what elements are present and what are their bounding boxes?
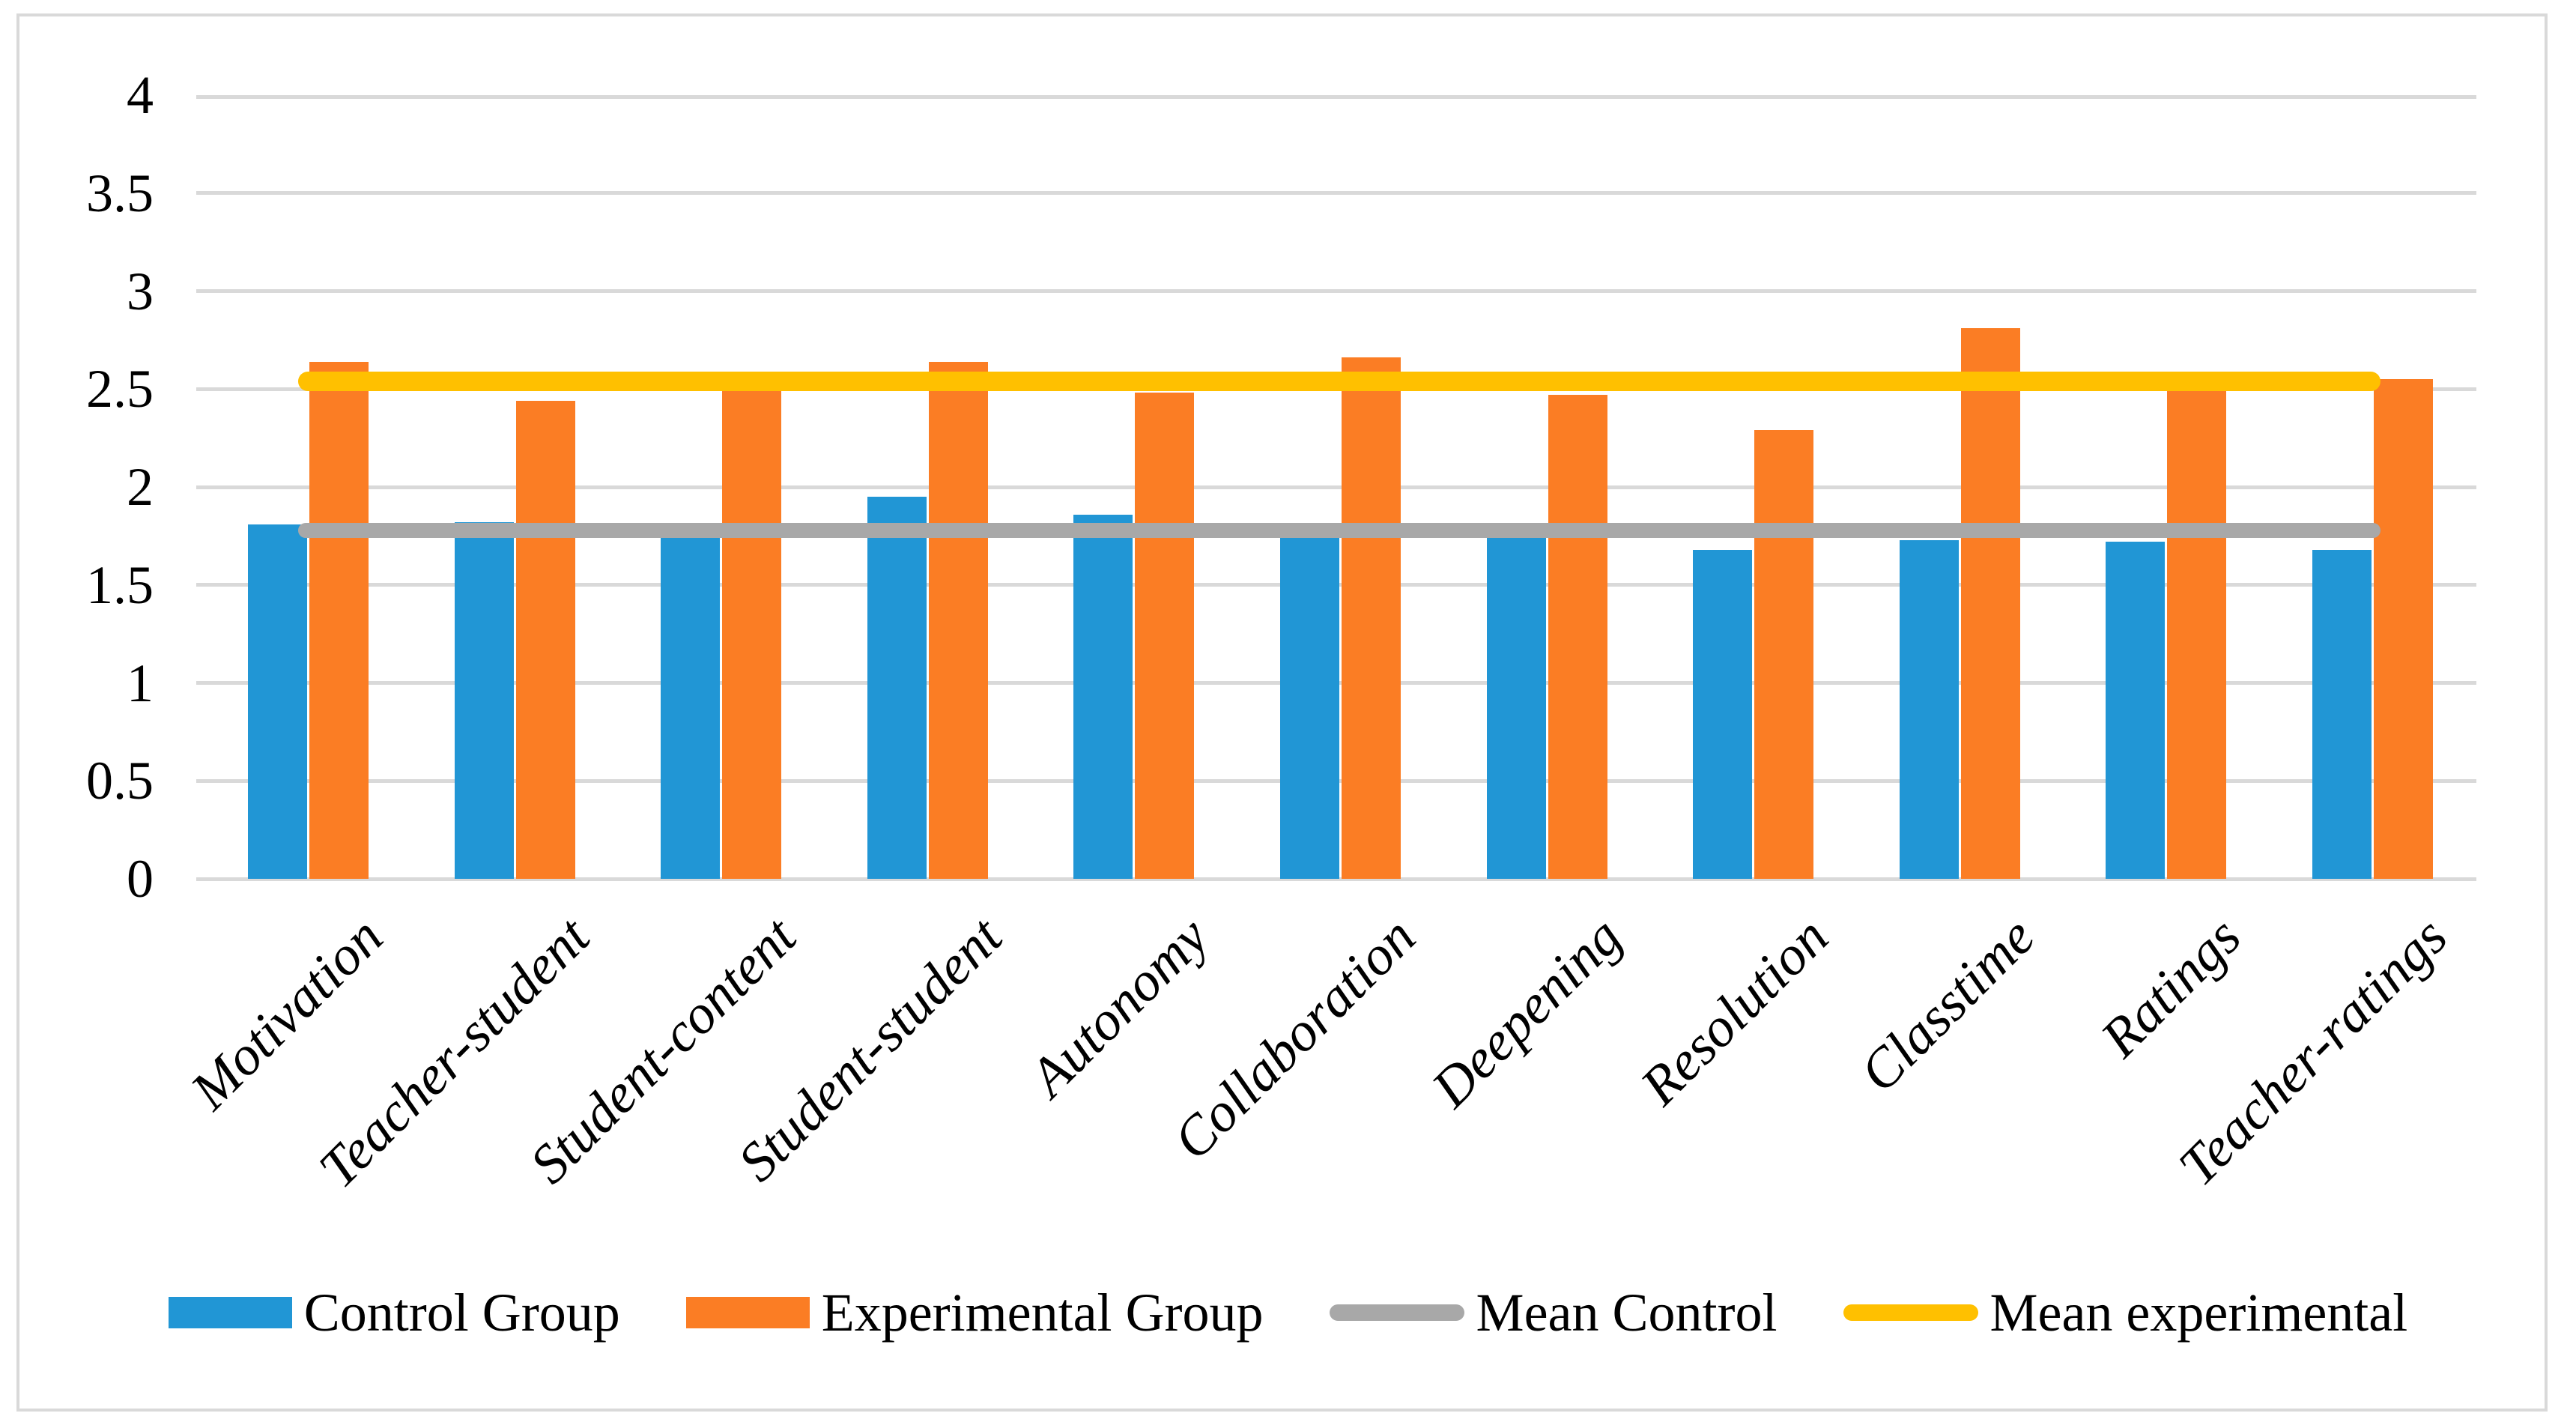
legend-label: Experimental Group [821, 1283, 1264, 1343]
y-tick-label-0: 0 [127, 849, 154, 909]
experimental-bar-collaboration [1342, 357, 1401, 879]
experimental-bar-student-student [928, 361, 988, 879]
legend-line-swatch-icon [1329, 1304, 1464, 1321]
experimental-bar-resolution [1754, 430, 1814, 879]
gridline-y-0 [196, 877, 2476, 881]
gridline-y-3.5 [196, 191, 2476, 196]
legend-label: Mean Control [1476, 1283, 1778, 1343]
experimental-bar-teacher-ratings [2374, 379, 2433, 879]
control-bar-autonomy [1073, 514, 1133, 879]
y-tick-label-3: 3 [127, 261, 154, 321]
plot-area [196, 95, 2476, 881]
control-bar-teacher-ratings [2312, 549, 2372, 879]
experimental-bar-autonomy [1135, 393, 1195, 879]
experimental-bar-deepening [1548, 395, 1607, 879]
chart-legend: Control Group Experimental Group Mean Cont… [0, 1272, 2576, 1353]
legend-item-mean-control: Mean Control [1329, 1283, 1778, 1343]
y-tick-label-2: 2 [127, 457, 154, 517]
legend-line-swatch-icon [1843, 1304, 1978, 1321]
experimental-bar-teacher-student [515, 400, 575, 879]
gridline-y-4 [196, 95, 2476, 99]
legend-item-mean-experimental: Mean experimental [1843, 1283, 2408, 1343]
legend-bar-swatch-icon [685, 1297, 810, 1328]
y-tick-label-1.5: 1.5 [86, 554, 154, 615]
legend-label: Control Group [303, 1283, 620, 1343]
y-tick-label-1: 1 [127, 653, 154, 713]
mean-control-line [298, 522, 2380, 538]
y-tick-label-0.5: 0.5 [86, 751, 154, 811]
control-bar-ratings [2106, 542, 2166, 879]
gridline-y-2 [196, 485, 2476, 489]
legend-item-control-group: Control Group [168, 1283, 620, 1343]
experimental-bar-student-content [722, 390, 782, 879]
experimental-bar-motivation [309, 361, 369, 879]
mean-experimental-line [298, 371, 2380, 391]
gridline-y-3 [196, 289, 2476, 293]
control-bar-teacher-student [454, 522, 514, 879]
control-bar-resolution [1693, 549, 1753, 879]
control-bar-deepening [1486, 536, 1546, 879]
control-bar-student-content [661, 536, 721, 879]
y-tick-label-3.5: 3.5 [86, 163, 154, 223]
legend-item-experimental-group: Experimental Group [685, 1283, 1264, 1343]
experimental-bar-ratings [2167, 387, 2227, 879]
legend-label: Mean experimental [1989, 1283, 2408, 1343]
experimental-bar-classtime [1960, 328, 2020, 879]
control-bar-motivation [248, 524, 307, 879]
control-bar-student-student [867, 497, 927, 879]
control-bar-classtime [1899, 539, 1959, 879]
legend-bar-swatch-icon [168, 1297, 292, 1328]
control-bar-collaboration [1280, 536, 1339, 879]
y-tick-label-2.5: 2.5 [86, 359, 154, 420]
y-tick-label-4: 4 [127, 65, 154, 125]
